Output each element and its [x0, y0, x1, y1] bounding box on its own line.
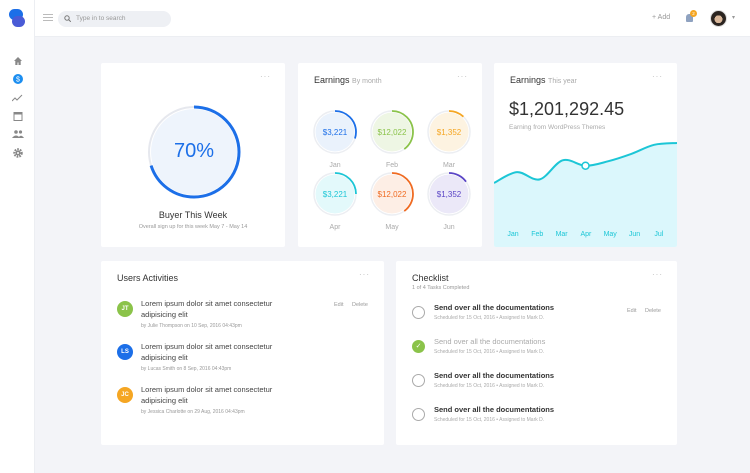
month-label: Feb: [385, 162, 399, 169]
task-meta: Scheduled for 15 Oct, 2016 • Assigned to…: [434, 383, 545, 389]
month-value: $1,352: [437, 190, 462, 199]
month-progress-ring: $1,352: [427, 110, 471, 154]
card-title: Earnings By month: [314, 75, 382, 85]
users-icon[interactable]: [0, 127, 35, 141]
month-label: Jun: [443, 224, 455, 231]
chart-highlight-point: [581, 161, 590, 170]
checkbox[interactable]: [412, 306, 425, 319]
month-earning-mar[interactable]: $1,352 Mar: [426, 109, 472, 169]
earnings-caption: Earning from WordPress Themes: [509, 124, 606, 131]
more-options-icon[interactable]: ···: [652, 72, 663, 81]
month-value: $3,221: [323, 128, 348, 137]
search-input[interactable]: Type in to search: [58, 11, 171, 27]
x-tick-label: Mar: [556, 231, 569, 238]
home-icon[interactable]: [0, 54, 35, 68]
month-value: $12,022: [378, 128, 407, 137]
dollar-icon[interactable]: $: [0, 72, 35, 86]
gear-icon[interactable]: [0, 146, 35, 160]
x-tick-label: Apr: [580, 231, 592, 238]
month-label: May: [385, 224, 399, 231]
buyer-title: Buyer This Week: [158, 210, 228, 220]
month-earning-may[interactable]: $12,022 May: [369, 171, 415, 231]
month-progress-ring: $3,221: [313, 110, 357, 154]
search-placeholder: Type in to search: [76, 15, 126, 22]
month-earning-jun[interactable]: $1,352 Jun: [426, 171, 472, 231]
earnings-line-chart: Jan Feb Mar Apr May Jun Jul: [494, 142, 677, 247]
more-options-icon[interactable]: ···: [652, 270, 663, 279]
calendar-icon[interactable]: [0, 109, 35, 123]
task-title: Send over all the documentations: [434, 303, 555, 312]
month-progress-ring: $1,352: [427, 172, 471, 216]
checklist-card: Checklist 1 of 4 Tasks Completed ··· Edi…: [396, 261, 677, 445]
task-title: Send over all the documentations: [434, 371, 555, 380]
month-value: $1,352: [437, 128, 462, 137]
chart-area: [494, 143, 677, 247]
delete-button[interactable]: Delete: [352, 302, 368, 308]
month-value: $12,022: [378, 190, 407, 199]
task-meta: Scheduled for 15 Oct, 2016 • Assigned to…: [434, 315, 545, 321]
avatar: JT: [117, 301, 133, 317]
checkbox[interactable]: [412, 374, 425, 387]
card-title: Checklist: [412, 273, 449, 283]
add-button[interactable]: + Add: [652, 14, 671, 21]
checked-checkbox[interactable]: ✓: [412, 340, 425, 353]
menu-icon[interactable]: [43, 14, 53, 23]
earnings-amount: $1,201,292.45: [509, 99, 625, 119]
x-tick-label: Jun: [629, 231, 640, 238]
month-earning-feb[interactable]: $12,022 Feb: [369, 109, 415, 169]
month-earning-apr[interactable]: $3,221 Apr: [312, 171, 358, 231]
earnings-by-month-card: Earnings By month ··· $3,221 Jan $12,022 Fe…: [298, 63, 482, 247]
x-tick-label: Feb: [531, 231, 543, 238]
x-tick-label: Jul: [654, 231, 663, 238]
edit-button[interactable]: Edit: [627, 308, 637, 314]
notification-bell-icon[interactable]: [686, 14, 693, 22]
top-bar: Type in to search + Add 2 ▾: [35, 0, 750, 37]
activity-text: Lorem ipsum dolor sit amet consectetur a…: [141, 342, 273, 362]
task-title: Send over all the documentations: [434, 405, 555, 414]
activity-meta: by Lucas Smith on 8 Sep, 2016 04:43pm: [141, 366, 232, 372]
checkbox[interactable]: [412, 408, 425, 421]
x-tick-label: May: [604, 231, 618, 238]
month-progress-ring: $3,221: [313, 172, 357, 216]
more-options-icon[interactable]: ···: [457, 72, 468, 81]
task-title: Send over all the documentations: [434, 337, 546, 346]
avatar: LS: [117, 344, 133, 360]
trend-icon[interactable]: [0, 91, 35, 105]
task-meta: Scheduled for 15 Oct, 2016 • Assigned to…: [434, 417, 545, 423]
buyer-percent: 70%: [173, 140, 215, 162]
user-avatar[interactable]: [710, 10, 727, 27]
buyer-card: ··· 70% Buyer This Week Overall sign up …: [101, 63, 285, 247]
earnings-this-year-card: Earnings This year ··· $1,201,292.45 Ear…: [494, 63, 677, 247]
edit-button[interactable]: Edit: [334, 302, 344, 308]
task-meta: Scheduled for 15 Oct, 2016 • Assigned to…: [434, 349, 545, 355]
more-options-icon[interactable]: ···: [260, 72, 271, 81]
month-progress-ring: $12,022: [370, 110, 414, 154]
month-label: Jan: [329, 162, 341, 169]
activity-meta: by Julie Thompson on 10 Sep, 2016 04:43p…: [141, 323, 242, 329]
month-label: Apr: [329, 224, 341, 231]
month-value: $3,221: [323, 190, 348, 199]
card-title: Users Activities: [117, 273, 179, 283]
search-icon: [64, 15, 71, 22]
svg-text:$: $: [16, 77, 20, 84]
notification-badge: 2: [690, 10, 697, 17]
month-progress-ring: $12,022: [370, 172, 414, 216]
buyer-progress-ring: [147, 105, 241, 199]
month-label: Mar: [442, 162, 456, 169]
activity-text: Lorem ipsum dolor sit amet consectetur a…: [141, 385, 273, 405]
more-options-icon[interactable]: ···: [359, 270, 370, 279]
avatar: JC: [117, 387, 133, 403]
card-title: Earnings This year: [510, 75, 577, 85]
chevron-down-icon[interactable]: ▾: [732, 15, 736, 21]
logo[interactable]: [9, 9, 25, 27]
sidebar: $: [0, 0, 35, 473]
delete-button[interactable]: Delete: [645, 308, 661, 314]
activity-meta: by Jessica Charlotte on 29 Aug, 2016 04:…: [141, 409, 245, 415]
users-activities-card: Users Activities ··· Edit Delete JT Lorem…: [101, 261, 384, 445]
x-tick-label: Jan: [507, 231, 518, 238]
buyer-subtitle: Overall sign up for this week May 7 - Ma…: [138, 224, 248, 230]
month-earning-jan[interactable]: $3,221 Jan: [312, 109, 358, 169]
activity-text: Lorem ipsum dolor sit amet consectetur a…: [141, 299, 273, 319]
checklist-subtitle: 1 of 4 Tasks Completed: [412, 285, 470, 291]
